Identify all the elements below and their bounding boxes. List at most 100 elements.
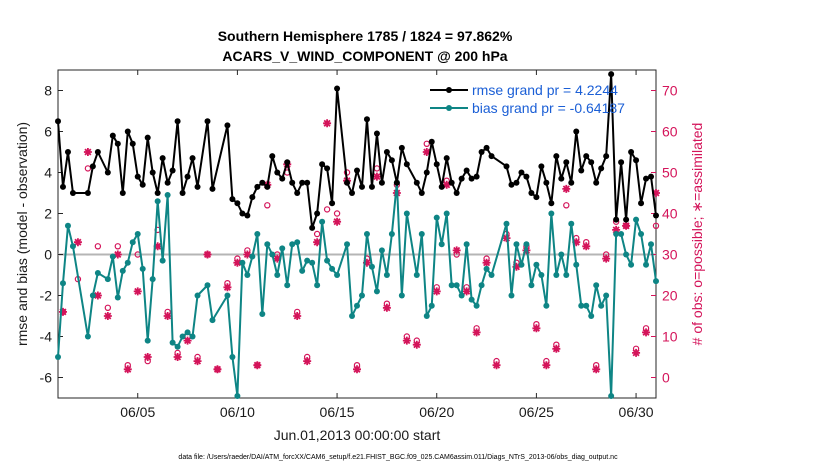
rmse-point <box>304 179 311 186</box>
count-possible-point <box>94 243 102 250</box>
rmse-point <box>583 153 590 160</box>
bias-point <box>548 210 555 217</box>
count-assimilated-point <box>602 254 611 263</box>
rmse-point <box>548 200 555 207</box>
count-assimilated-point <box>233 258 242 267</box>
bias-point <box>349 313 356 319</box>
bias-point <box>583 302 590 309</box>
count-assimilated-point <box>512 262 521 271</box>
count-assimilated-point <box>642 328 651 337</box>
bias-point <box>344 241 351 248</box>
rmse-point <box>64 149 71 155</box>
rmse-point <box>329 200 336 207</box>
count-assimilated-point <box>622 221 631 230</box>
bias-point <box>294 239 301 246</box>
bias-point <box>638 231 645 237</box>
bias-point <box>413 272 420 278</box>
bias-point <box>358 292 365 299</box>
count-assimilated-point <box>293 312 302 320</box>
bias-point <box>623 251 630 258</box>
legend-bias-marker <box>446 105 452 111</box>
count-assimilated-point <box>542 361 551 370</box>
bias-point <box>383 272 390 278</box>
bias-point <box>124 259 131 266</box>
rmse-point <box>543 179 550 186</box>
y-tick-label: -4 <box>40 329 53 345</box>
rmse-point <box>528 190 535 196</box>
rmse-point <box>568 179 575 186</box>
bias-point <box>279 245 286 252</box>
bias-point <box>528 282 535 289</box>
y-tick-label: 2 <box>44 206 52 222</box>
rmse-point <box>538 163 545 170</box>
rmse-point <box>598 165 605 172</box>
rmse-point <box>194 183 201 190</box>
bias-point <box>324 257 331 264</box>
y-axis-right-label: # of obs: o=possible; ∗=assimilated <box>689 123 705 346</box>
rmse-point <box>603 153 610 160</box>
count-assimilated-point <box>353 365 361 374</box>
bias-point <box>368 263 375 270</box>
count-assimilated-point <box>93 291 102 300</box>
y-right-tick-label: 20 <box>662 288 678 304</box>
rmse-point <box>573 128 580 135</box>
count-assimilated-point <box>582 242 591 251</box>
bias-point <box>613 231 620 237</box>
bias-point <box>194 292 201 299</box>
rmse-point <box>413 179 420 186</box>
rmse-point <box>423 169 430 176</box>
bias-point <box>648 241 655 248</box>
bias-point <box>468 296 475 303</box>
bias-point <box>319 218 326 225</box>
bias-point <box>284 282 291 289</box>
bias-point <box>354 302 360 309</box>
count-assimilated-point <box>183 336 192 345</box>
bias-point <box>104 276 111 283</box>
rmse-point <box>638 200 645 207</box>
bias-point <box>478 282 485 289</box>
rmse-point <box>89 163 96 170</box>
rmse-point <box>244 212 251 219</box>
rmse-point <box>309 224 316 231</box>
bias-point <box>134 231 141 237</box>
bias-point <box>443 210 450 217</box>
rmse-point <box>608 71 615 78</box>
rmse-point <box>59 183 66 190</box>
rmse-point <box>104 169 111 176</box>
count-assimilated-point <box>103 312 112 320</box>
bias-point <box>653 278 659 285</box>
rmse-point <box>368 183 375 190</box>
count-assimilated-point <box>163 312 172 320</box>
rmse-point <box>154 190 161 196</box>
bias-point <box>149 276 156 283</box>
bias-point <box>239 259 246 266</box>
bias-point <box>179 333 186 340</box>
count-assimilated-point <box>472 328 481 337</box>
bias-point <box>89 292 96 299</box>
bias-point <box>69 243 76 250</box>
rmse-point <box>224 122 231 129</box>
rmse-point <box>618 159 625 166</box>
rmse-point <box>124 128 131 135</box>
bias-point <box>378 247 385 254</box>
count-assimilated-point <box>113 250 122 259</box>
rmse-point <box>653 212 659 219</box>
y-axis-right: 0 10 20 30 40 50 60 70 <box>651 83 678 386</box>
count-possible-point <box>104 304 112 311</box>
rmse-point <box>613 216 620 223</box>
rmse-point <box>344 179 351 186</box>
count-assimilated-point <box>333 217 342 226</box>
bias-point <box>508 292 515 299</box>
bias-point <box>418 231 425 237</box>
bias-point <box>543 302 550 309</box>
rmse-point <box>373 130 380 137</box>
bias-point <box>209 317 216 324</box>
rmse-point <box>319 161 326 168</box>
bias-point <box>154 198 161 205</box>
rmse-point <box>114 140 121 147</box>
count-assimilated-point <box>422 148 431 156</box>
bias-point <box>229 354 236 360</box>
bias-point <box>628 261 635 268</box>
bias-point <box>553 272 560 278</box>
count-assimilated-point <box>492 361 501 370</box>
